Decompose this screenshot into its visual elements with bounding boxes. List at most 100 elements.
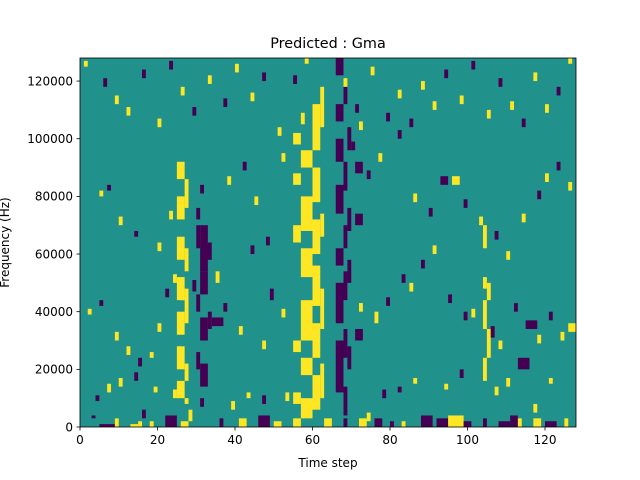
heatmap-cell — [254, 196, 259, 206]
heatmap-cell — [134, 372, 139, 381]
heatmap-band-cell — [300, 196, 313, 231]
heatmap-band-cell — [347, 207, 352, 231]
heatmap-cell — [184, 398, 189, 404]
y-tick-label: 80000 — [35, 190, 73, 204]
heatmap-cell — [471, 60, 476, 70]
heatmap-cell — [118, 216, 123, 226]
heatmap-cell — [258, 415, 270, 427]
x-tick-label: 60 — [305, 433, 320, 447]
heatmap-cell — [157, 118, 162, 128]
heatmap-cell — [138, 357, 143, 367]
heatmap-cell — [378, 153, 383, 162]
heatmap-cell — [355, 104, 360, 113]
heatmap-cell — [444, 383, 449, 390]
heatmap-cell — [142, 69, 146, 79]
heatmap-cell — [91, 415, 96, 419]
heatmap-band-cell — [335, 282, 344, 324]
heatmap-band-cell — [196, 225, 201, 249]
heatmap-band-cell — [335, 184, 344, 214]
heatmap-band-cell — [176, 161, 185, 180]
heatmap-cell — [138, 421, 143, 427]
heatmap-band-cell — [293, 132, 301, 145]
heatmap-cell — [463, 311, 468, 321]
heatmap-cell — [165, 288, 170, 298]
heatmap-cell — [293, 418, 301, 427]
y-axis-label: Frequency (Hz) — [0, 197, 12, 288]
heatmap-band-cell — [211, 317, 224, 327]
heatmap-band-cell — [355, 328, 363, 341]
heatmap-band-cell — [343, 86, 348, 105]
heatmap-cell — [448, 415, 464, 427]
heatmap-band-cell — [176, 277, 185, 301]
heatmap-band-cell — [312, 323, 321, 358]
heatmap-cell — [227, 176, 232, 185]
heatmap-cell — [285, 392, 290, 402]
heatmap-cell — [238, 418, 247, 427]
heatmap-band-cell — [196, 352, 201, 370]
heatmap-cell — [231, 401, 236, 410]
y-tick-label: 20000 — [35, 363, 73, 377]
y-tick-label: 60000 — [35, 247, 73, 261]
heatmap-cell — [87, 308, 92, 315]
heatmap-cell — [99, 424, 115, 427]
heatmap-cell — [250, 92, 255, 102]
heatmap-band-cell — [293, 173, 301, 185]
heatmap-cell — [235, 63, 239, 73]
heatmap-cell — [173, 389, 177, 399]
heatmap-cell — [517, 357, 530, 370]
heatmap-cell — [300, 412, 313, 419]
heatmap-cell — [374, 311, 379, 324]
heatmap-cell — [114, 95, 119, 105]
x-tick-label: 80 — [382, 433, 397, 447]
heatmap-cell — [188, 409, 193, 422]
heatmap-cell — [242, 161, 247, 171]
heatmap-band-cell — [184, 179, 189, 208]
heatmap-cell — [281, 308, 286, 318]
y-tick-label: 0 — [65, 420, 73, 434]
heatmap-cell — [157, 242, 162, 252]
heatmap-cell — [537, 190, 542, 200]
heatmap-cell — [293, 75, 298, 84]
heatmap-cell — [134, 230, 139, 237]
heatmap-cell — [118, 377, 123, 387]
heatmap-cell — [273, 421, 282, 427]
heatmap-cell — [510, 415, 518, 427]
heatmap-band-cell — [320, 86, 325, 128]
heatmap-band-cell — [184, 363, 189, 381]
heatmap-band-cell — [300, 398, 313, 416]
heatmap-band-cell — [176, 196, 185, 220]
heatmap-cell — [266, 236, 270, 246]
heatmap-cell — [432, 245, 437, 255]
heatmap-band-cell — [343, 225, 348, 249]
heatmap-cell — [223, 98, 228, 108]
plot-area — [79, 57, 577, 428]
heatmap-band-cell — [312, 104, 321, 151]
heatmap-cell — [413, 377, 418, 384]
heatmap-cell — [180, 288, 185, 301]
x-axis: 0 20 40 60 80 100 120 — [76, 427, 556, 447]
heatmap-cell — [506, 377, 511, 387]
heatmap-cell — [157, 323, 162, 332]
heatmap-cell — [238, 326, 243, 335]
heatmap-cell — [149, 352, 154, 358]
heatmap-cell — [173, 274, 177, 283]
heatmap-cell — [262, 395, 267, 404]
heatmap-cell — [556, 161, 561, 171]
heatmap-cell — [397, 386, 402, 393]
heatmap-cell — [351, 141, 356, 151]
heatmap-cell — [533, 403, 538, 413]
heatmap-cell — [490, 326, 495, 338]
heatmap-band-cell — [196, 294, 201, 312]
heatmap-cell — [421, 81, 425, 90]
heatmap-cell — [413, 193, 418, 203]
heatmap-cell — [343, 418, 348, 427]
heatmap-band-cell — [347, 259, 352, 283]
heatmap-cell — [483, 418, 487, 427]
heatmap-cell — [533, 72, 538, 82]
heatmap-cell — [246, 392, 251, 399]
heatmap-cell — [366, 412, 371, 422]
heatmap-cell — [207, 75, 212, 84]
heatmap-band-cell — [483, 225, 487, 249]
heatmap-cell — [370, 66, 375, 76]
heatmap-cell — [250, 245, 255, 255]
